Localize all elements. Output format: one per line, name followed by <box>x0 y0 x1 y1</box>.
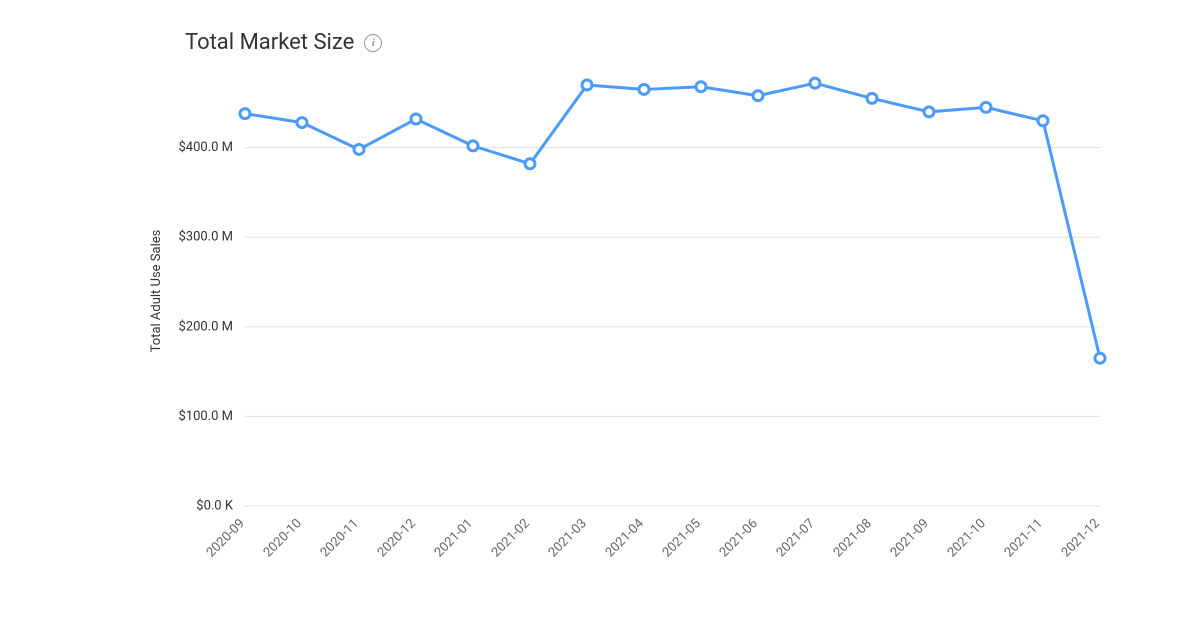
title-row: Total Market Size i <box>185 30 1153 55</box>
x-tick-label: 2021-10 <box>945 516 989 560</box>
data-point[interactable] <box>1038 116 1048 126</box>
chart-area: $0.0 K $100.0 M $200.0 M $300.0 M $400.0 M To… <box>40 61 1153 606</box>
y-tick-label: $100.0 M <box>178 409 233 424</box>
data-point[interactable] <box>354 144 364 154</box>
data-point[interactable] <box>411 114 421 124</box>
data-point[interactable] <box>753 91 763 101</box>
x-tick-label: 2021-03 <box>546 516 590 560</box>
data-point[interactable] <box>639 84 649 94</box>
y-tick-label: $400.0 M <box>178 140 233 155</box>
y-axis-title: Total Adult Use Sales <box>149 229 164 352</box>
x-tick-label: 2020-11 <box>318 516 362 560</box>
data-point[interactable] <box>981 102 991 112</box>
x-tick-label: 2021-04 <box>603 516 648 561</box>
x-tick-label: 2021-08 <box>831 516 875 560</box>
x-tick-label: 2021-07 <box>774 516 818 560</box>
x-tick-label: 2021-02 <box>489 516 533 560</box>
line-chart-svg: $0.0 K $100.0 M $200.0 M $300.0 M $400.0 M To… <box>40 61 1153 606</box>
x-tick-label: 2021-12 <box>1059 516 1103 560</box>
chart-card: Total Market Size i $0.0 K $100.0 M $200.0… <box>0 0 1193 633</box>
x-tick-label: 2021-06 <box>717 516 761 560</box>
data-point[interactable] <box>240 109 250 119</box>
series-line <box>245 83 1100 358</box>
x-tick-label: 2020-10 <box>261 516 305 560</box>
data-point[interactable] <box>696 82 706 92</box>
x-tick-label: 2021-11 <box>1002 516 1046 560</box>
data-point[interactable] <box>525 159 535 169</box>
y-tick-label: $0.0 K <box>196 498 234 513</box>
x-tick-label: 2021-05 <box>660 516 704 560</box>
data-point[interactable] <box>1095 353 1105 363</box>
y-tick-label: $300.0 M <box>178 230 233 245</box>
x-tick-label: 2021-01 <box>432 516 476 560</box>
chart-title: Total Market Size <box>185 30 354 55</box>
data-point[interactable] <box>582 80 592 90</box>
data-point[interactable] <box>297 118 307 128</box>
data-point[interactable] <box>924 107 934 117</box>
x-tick-label: 2020-12 <box>375 516 419 560</box>
data-point[interactable] <box>468 141 478 151</box>
info-icon[interactable]: i <box>364 34 382 52</box>
data-point[interactable] <box>867 93 877 103</box>
data-point[interactable] <box>810 78 820 88</box>
y-tick-label: $200.0 M <box>178 319 233 334</box>
x-tick-label: 2020-09 <box>204 516 248 560</box>
x-tick-label: 2021-09 <box>888 516 932 560</box>
